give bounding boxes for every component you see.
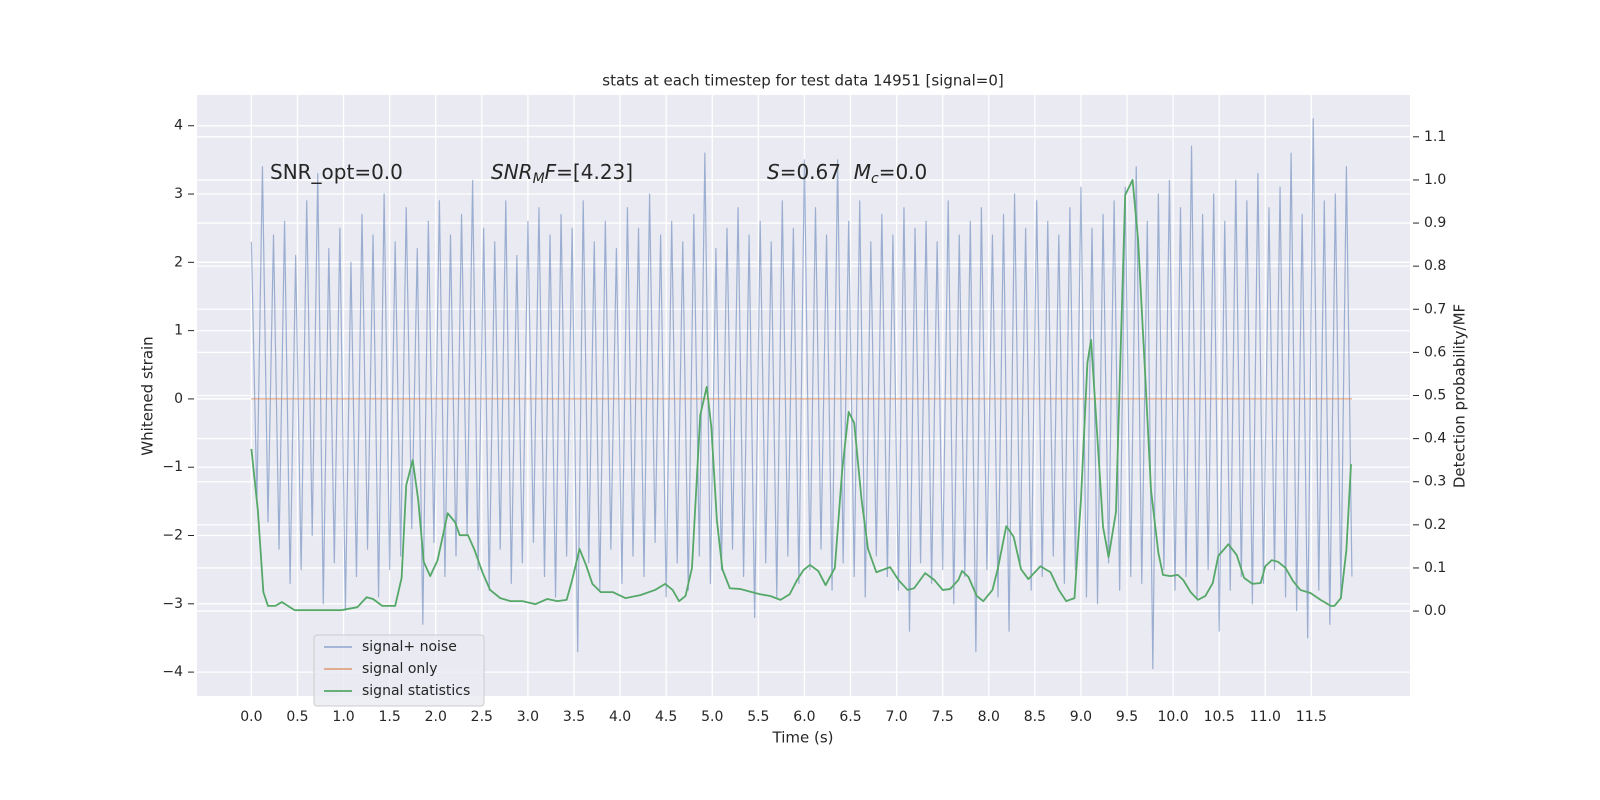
- x-tick-label: 0.5: [286, 709, 308, 725]
- annotation-part: c: [871, 171, 879, 187]
- x-tick-label: 8.5: [1024, 709, 1046, 725]
- annotation-part: M: [854, 160, 871, 184]
- annotation-part: =0.67: [780, 160, 854, 184]
- y2-tick-label: 0.7: [1424, 301, 1446, 317]
- y-tick-label: 1: [174, 323, 183, 339]
- axes: 0.0 0.5 1.0 1.5 2.0 2.5 3.0 3.5 4.0 4.5 5.0 5.5 6.0 6…: [162, 118, 1446, 725]
- x-tick-label: 6.5: [839, 709, 861, 725]
- annotation: SNR_opt=0.0: [270, 160, 403, 184]
- y-tick-label: 0: [174, 391, 183, 407]
- x-tick-label: 11.0: [1250, 709, 1281, 725]
- y2-tick-label: 0.6: [1424, 344, 1446, 360]
- legend: signal+ noise signal only signal statistic…: [313, 634, 485, 707]
- x-axis-label: Time (s): [772, 729, 834, 747]
- y2-tick-label: 0.8: [1424, 258, 1446, 274]
- annotation-part: =[4.23]: [556, 160, 633, 184]
- y-tick-label: −2: [162, 528, 183, 544]
- chart-title: stats at each timestep for test data 149…: [602, 72, 1003, 90]
- legend-label: signal+ noise: [362, 639, 457, 655]
- series-line: [250, 118, 1353, 670]
- y2-tick-label: 0.3: [1424, 474, 1446, 490]
- x-tick-label: 9.0: [1070, 709, 1092, 725]
- x-tick-label: 4.0: [609, 709, 631, 725]
- annotation-part: M: [533, 171, 545, 187]
- legend-label: signal only: [362, 661, 437, 677]
- x-tick-label: 10.5: [1204, 709, 1235, 725]
- x-tick-label: 0.0: [240, 709, 262, 725]
- annotations: SNR_opt=0.0 SNRMF=[4.23] S=0.67 Mc=0.0: [270, 160, 927, 188]
- series-line: [250, 179, 1352, 612]
- x-tick-label: 2.5: [471, 709, 493, 725]
- x-tick-label: 7.5: [932, 709, 954, 725]
- legend-label: signal statistics: [362, 683, 470, 699]
- y2-tick-label: 0.5: [1424, 388, 1446, 404]
- y-tick-label: −3: [162, 596, 183, 612]
- y-tick-label: −1: [162, 459, 183, 475]
- x-tick-label: 8.0: [978, 709, 1000, 725]
- annotation-part: =0.0: [879, 160, 928, 184]
- y2-tick-label: 1.0: [1424, 172, 1446, 188]
- annotation-part: F: [545, 160, 557, 184]
- annotation-part: SNR_opt=0.0: [270, 160, 403, 184]
- x-tick-label: 11.5: [1296, 709, 1327, 725]
- y-axis-label: Whitened strain: [139, 336, 157, 455]
- annotation: S=0.67 Mc=0.0: [767, 160, 927, 188]
- y2-tick-label: 0.9: [1424, 215, 1446, 231]
- annotation-part: SNR: [491, 160, 533, 184]
- annotation: SNRMF=[4.23]: [491, 160, 633, 188]
- x-tick-label: 4.5: [655, 709, 677, 725]
- x-tick-label: 3.5: [563, 709, 585, 725]
- x-tick-label: 7.0: [885, 709, 907, 725]
- x-tick-label: 5.5: [747, 709, 769, 725]
- annotation-part: S: [767, 160, 780, 184]
- x-tick-label: 5.0: [701, 709, 723, 725]
- y-tick-label: 2: [174, 254, 183, 270]
- y2-tick-label: 0.0: [1424, 603, 1446, 619]
- legend-box: [313, 634, 485, 707]
- y2-axis-label: Detection probability/MF: [1451, 304, 1469, 488]
- y2-tick-label: 1.1: [1424, 129, 1446, 145]
- y-tick-label: −4: [162, 664, 183, 680]
- y-tick-label: 4: [174, 118, 183, 134]
- y2-tick-label: 0.1: [1424, 560, 1446, 576]
- x-tick-label: 1.5: [379, 709, 401, 725]
- x-tick-label: 1.0: [332, 709, 354, 725]
- y-tick-label: 3: [174, 186, 183, 202]
- x-tick-label: 6.0: [793, 709, 815, 725]
- x-tick-label: 2.0: [425, 709, 447, 725]
- x-tick-label: 9.5: [1116, 709, 1138, 725]
- y2-tick-label: 0.2: [1424, 517, 1446, 533]
- marks: [250, 118, 1353, 670]
- x-tick-label: 3.0: [517, 709, 539, 725]
- y2-tick-label: 0.4: [1424, 431, 1446, 447]
- x-tick-label: 10.0: [1158, 709, 1189, 725]
